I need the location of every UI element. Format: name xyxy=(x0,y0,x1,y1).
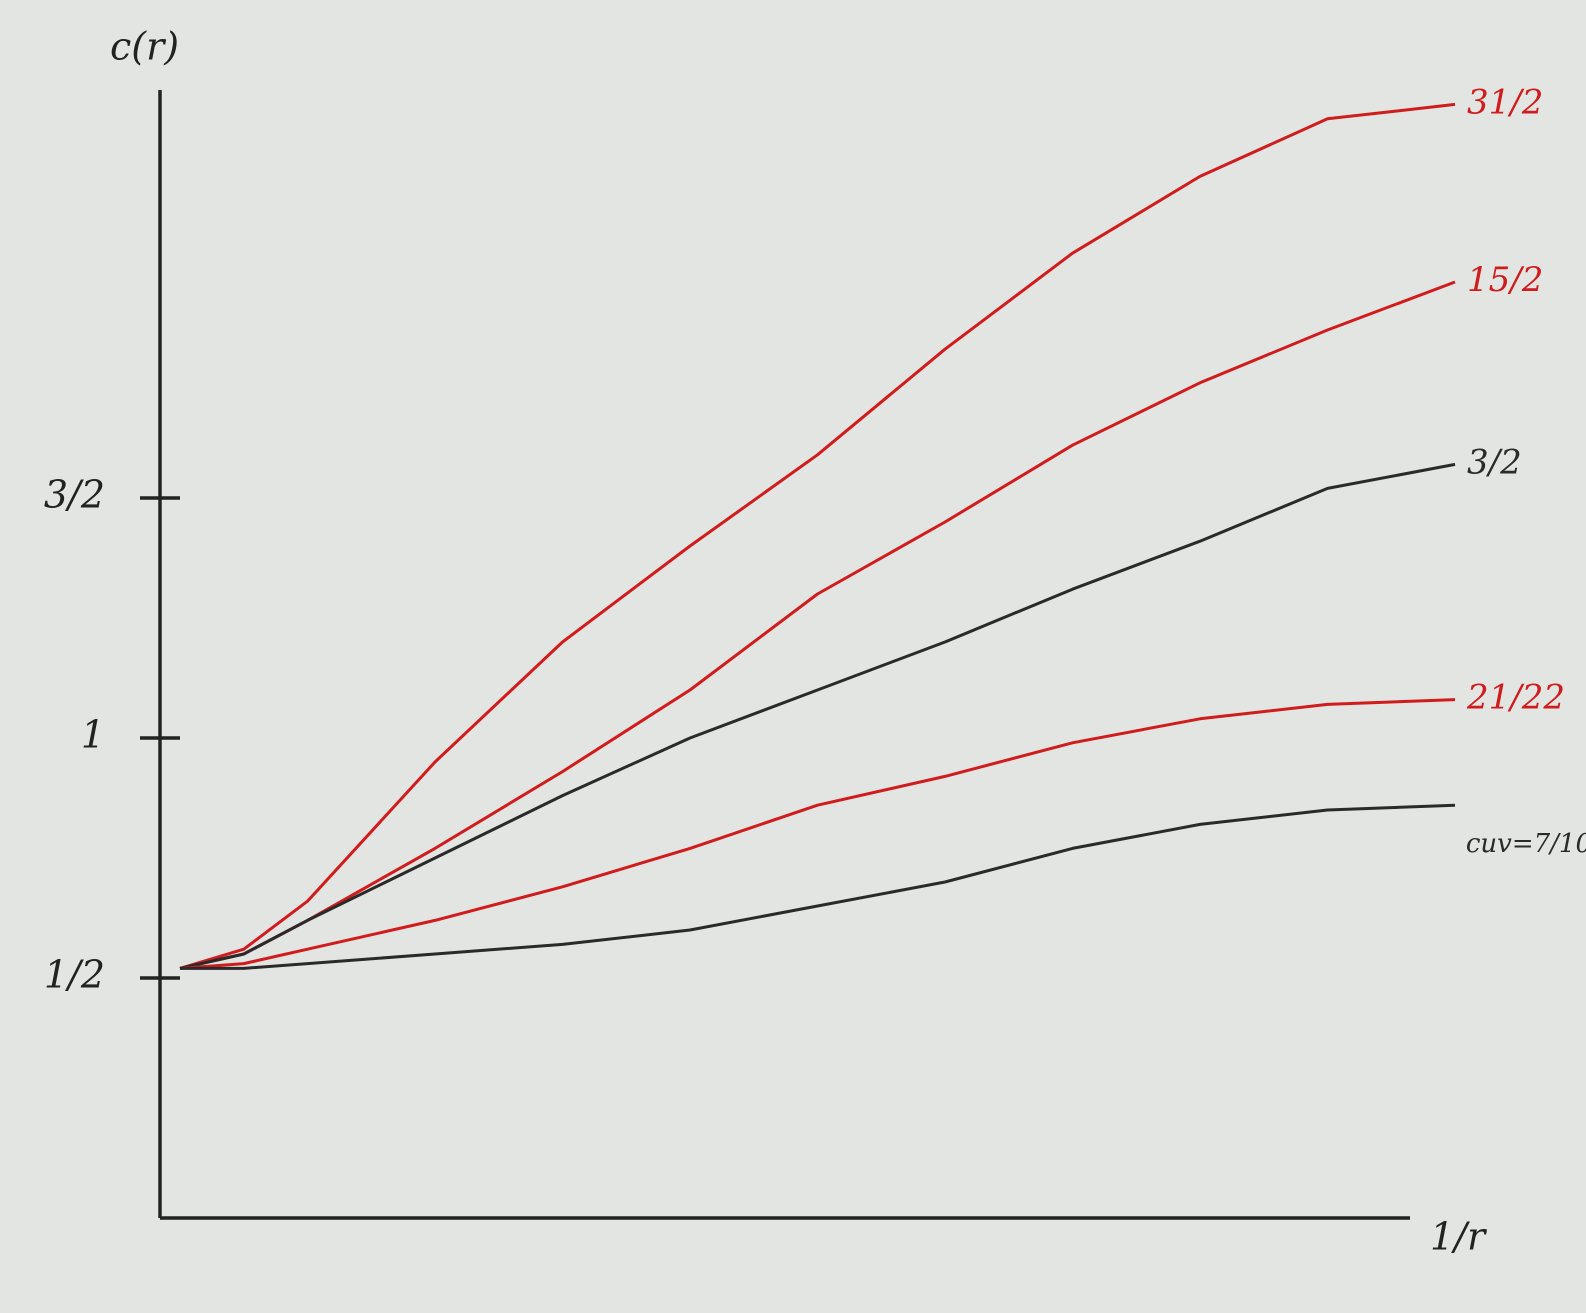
series-label: 3/2 xyxy=(1467,442,1522,482)
series-label: 31/2 xyxy=(1467,82,1543,122)
chart: c(r) 1/r 1/2 1 3/2 31/2 15/2 3/2 21/22 cuv=7/10 xyxy=(0,0,1586,1313)
series-label: cuv=7/10 xyxy=(1466,829,1586,859)
series-label: 15/2 xyxy=(1467,260,1543,300)
series-label: 21/22 xyxy=(1466,678,1565,718)
y-axis-label: c(r) xyxy=(110,25,179,69)
y-tick-label: 1 xyxy=(81,713,105,757)
series-line xyxy=(180,464,1455,968)
y-tick-label: 3/2 xyxy=(44,473,105,517)
y-tick-label: 1/2 xyxy=(44,953,105,997)
x-axis-label: 1/r xyxy=(1430,1215,1488,1259)
series-line xyxy=(180,104,1455,968)
series-line xyxy=(180,700,1455,969)
series-line xyxy=(180,282,1455,968)
page: {"chart_data": { "type": "line", "y_labe… xyxy=(0,0,1586,1313)
